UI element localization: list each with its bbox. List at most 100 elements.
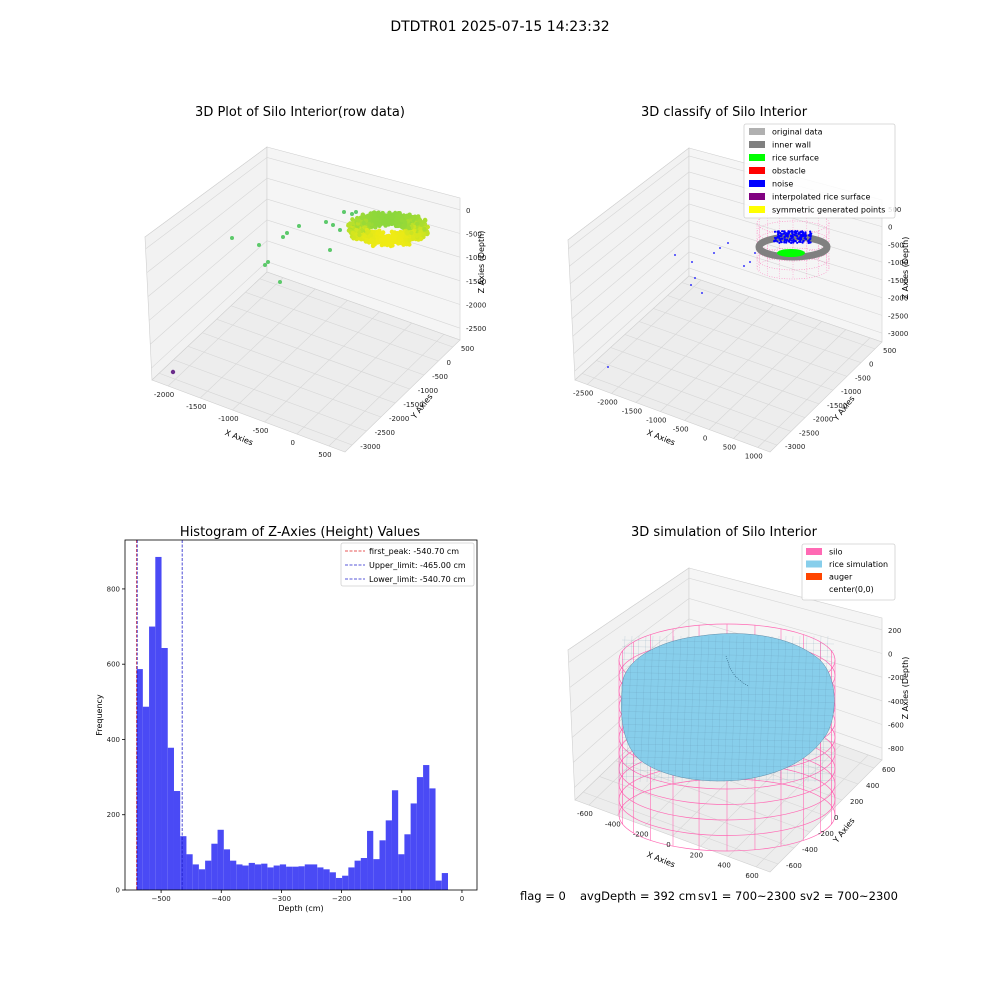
raw-point: [371, 229, 376, 235]
histogram-bar: [267, 867, 274, 890]
histogram-x-axis-label: Depth (cm): [278, 904, 323, 913]
classify-legend-frame: [743, 123, 896, 219]
y-tick-label: 600: [882, 766, 895, 774]
rice-mesh-line: [621, 646, 835, 651]
rice-mesh-line: [621, 678, 835, 684]
z-tick-label: -1500: [888, 277, 908, 285]
y-gridline: [583, 791, 779, 865]
z-gridline: [568, 577, 883, 663]
noise-point: [691, 261, 693, 263]
raw-point: [285, 231, 289, 235]
classify-plot-points: [607, 211, 831, 368]
noise-point: [743, 265, 745, 267]
raw-point: [170, 369, 176, 375]
rice-mesh-line: [621, 711, 835, 716]
y-tick-label: -400: [802, 846, 818, 854]
x-tick-label: 400: [718, 862, 731, 870]
histogram-bar: [136, 669, 143, 890]
z-tick-label: -400: [888, 698, 904, 706]
noise-point: [801, 235, 804, 238]
raw-point: [422, 226, 427, 232]
noise-point: [776, 240, 779, 243]
y-tick-label: -3000: [785, 443, 805, 451]
rice-mesh-line: [621, 672, 835, 677]
symmetric-ring: [756, 220, 830, 244]
noise-point: [783, 241, 786, 244]
rice-mesh-line: [621, 639, 835, 645]
rice-mesh-line: [744, 635, 752, 783]
rice-mesh-line: [730, 635, 738, 783]
noise-point: [794, 240, 797, 243]
raw-point: [365, 214, 370, 220]
raw-point: [390, 220, 395, 225]
x-tick-label: 500: [723, 444, 736, 452]
classify-legend-label: rice surface: [772, 154, 819, 163]
histogram-bar: [379, 840, 386, 890]
z-tick-label: 0: [888, 224, 892, 232]
simulation-plot-x-axis-label: X Axies: [646, 850, 677, 869]
noise-point: [809, 230, 812, 233]
noise-point: [796, 241, 799, 244]
raw-point: [410, 234, 416, 239]
rice-mesh-line: [786, 635, 794, 783]
noise-point: [810, 232, 813, 235]
noise-point: [694, 277, 696, 279]
histogram-bar: [273, 865, 280, 890]
histogram-legend: first_peak: -540.70 cm Upper_limit: -465.…: [340, 542, 475, 587]
classify-legend-label: symmetric generated points: [772, 206, 885, 215]
y-gridline: [681, 282, 876, 350]
rice-mesh-line: [688, 635, 696, 783]
noise-point: [799, 240, 802, 243]
panel-simulation-3d-plot: 3D simulation of Silo Interior -600-400-…: [567, 525, 910, 880]
rice-mesh-line: [772, 635, 780, 783]
raw-point: [399, 218, 405, 223]
histogram-y-tick-label: 800: [107, 585, 120, 593]
y-gridline: [667, 295, 862, 363]
histogram-bar: [173, 791, 181, 890]
noise-point: [607, 366, 609, 368]
rice-mesh-line: [667, 635, 675, 783]
y-gridline: [173, 359, 367, 432]
raw-point: [354, 227, 359, 232]
y-tick-label: -500: [432, 373, 448, 381]
histogram-bar: [279, 864, 287, 890]
y-tick-label: -2500: [375, 429, 395, 437]
raw-point: [405, 231, 410, 236]
histogram-bar: [373, 859, 380, 890]
noise-point: [785, 232, 789, 235]
noise-point: [804, 231, 807, 235]
noise-point: [800, 236, 803, 240]
y-tick-label: -600: [786, 862, 802, 870]
raw-point: [338, 228, 342, 232]
rice-mesh-line: [621, 737, 835, 742]
raw-point: [359, 215, 365, 221]
noise-point: [801, 233, 805, 236]
histogram-bar: [198, 869, 206, 890]
z-tick-label: -2500: [466, 325, 486, 333]
histogram-x-tick-label: −100: [392, 895, 411, 903]
y-gridline: [610, 347, 806, 418]
rice-mesh-line: [625, 635, 633, 783]
classify-plot-z-axis-label: Z Axies (Depth): [901, 237, 910, 300]
noise-point: [713, 252, 715, 254]
noise-point: [754, 252, 756, 254]
histogram-legend-label: first_peak: -540.70 cm: [369, 547, 459, 556]
simulation-plot-z-axis-label: Z Axies (Depth): [901, 657, 910, 720]
raw-point: [278, 280, 282, 284]
raw-point: [382, 242, 387, 247]
raw-point: [378, 215, 383, 221]
histogram-bar: [180, 836, 187, 890]
classify-legend-swatch: [749, 141, 765, 148]
raw-point: [351, 235, 357, 240]
raw-point: [383, 235, 388, 240]
classify-legend-label: noise: [772, 180, 793, 189]
noise-point: [794, 234, 797, 237]
raw-point: [409, 230, 414, 235]
histogram-y-tick-label: 200: [107, 811, 120, 819]
rice-mesh-line: [621, 776, 835, 781]
histogram-bar: [342, 875, 349, 890]
rice-mesh-line: [621, 717, 835, 723]
x-tick-label: -2500: [573, 390, 593, 398]
raw-point: [396, 236, 401, 241]
z-tick-label: -2500: [888, 312, 908, 320]
